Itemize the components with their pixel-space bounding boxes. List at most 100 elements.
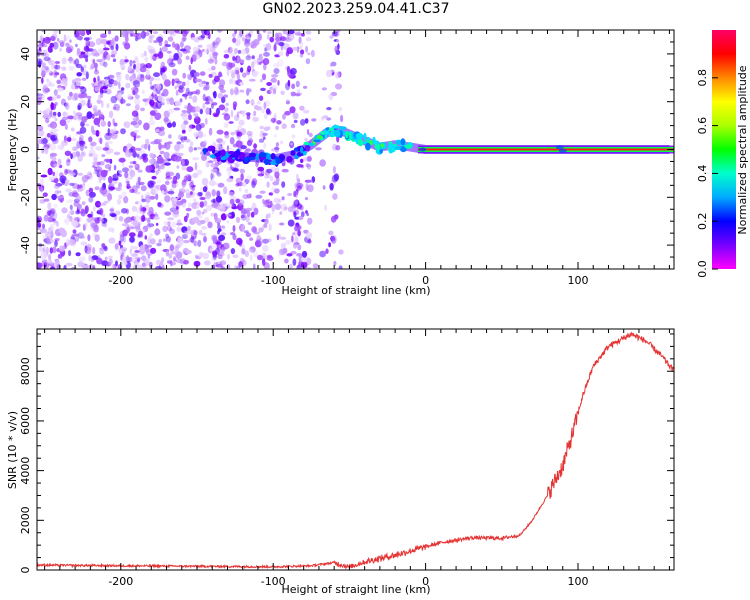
spectrogram-noise-cell [182,179,189,183]
spectrogram-noise-cell [276,120,282,125]
spectrogram-noise-cell [196,209,202,216]
spectrogram-noise-cell [97,207,104,216]
spectrogram-noise-cell [144,245,150,253]
spectrogram-noise-cell [80,86,87,94]
spectrogram-noise-cell [244,188,249,194]
spectrogram-noise-cell [245,99,250,105]
spectrogram-noise-cell [110,54,116,58]
spectrogram-noise-cell [100,33,107,39]
spectrogram-noise-cell [267,34,270,40]
spectrogram-noise-cell [202,93,206,101]
spectrogram-noise-cell [212,236,217,245]
spectrogram-noise-cell [281,123,287,129]
spectrogram-noise-cell [168,134,172,139]
spectrogram-noise-cell [193,198,197,202]
spectrogram-noise-cell [75,63,83,69]
spectrogram-noise-cell [143,122,150,131]
spectrogram-noise-cell [101,100,104,108]
spectrogram-noise-cell [100,119,104,122]
spectrogram-noise-cell [304,118,309,124]
spectrogram-noise-cell [329,35,334,39]
spectrogram-noise-cell [39,35,44,43]
spectrogram-noise-cell [258,95,264,101]
spectrogram-noise-cell [74,78,82,82]
colorbar-tick-label: 0.2 [696,212,709,230]
spectrogram-noise-cell [75,151,81,157]
spectrogram-noise-cell [330,235,336,242]
spectrogram-x-tick-label: -100 [261,274,286,287]
spectrogram-noise-cell [54,238,60,242]
spectrogram-noise-cell [111,50,117,56]
spectrogram-noise-cell [160,164,165,170]
spectrogram-noise-cell [294,32,302,36]
spectrogram-noise-cell [91,113,95,119]
spectrogram-noise-cell [270,117,277,123]
spectrogram-noise-cell [69,39,72,43]
spectrogram-noise-cell [77,203,82,210]
spectrogram-noise-cell [148,119,156,126]
spectrogram-noise-cell [207,58,214,64]
spectrogram-noise-cell [273,134,277,138]
spectrogram-noise-cell [164,162,171,166]
spectrogram-noise-cell [130,33,134,37]
spectrogram-noise-cell [97,124,101,128]
spectrogram-noise-cell [191,186,195,192]
spectrogram-noise-cell [78,54,84,59]
spectrogram-noise-cell [130,30,134,34]
spectrogram-noise-cell [144,143,148,150]
spectrogram-noise-cell [302,157,308,162]
spectrogram-noise-cell [214,57,218,65]
spectrogram-noise-cell [217,224,221,230]
spectrogram-noise-cell [43,198,50,202]
spectrogram-noise-cell [37,217,40,224]
chirp-cell [203,148,207,155]
spectrogram-noise-cell [262,30,267,33]
chirp-cell [227,151,236,155]
spectrogram-noise-cell [250,41,256,46]
spectrogram-noise-cell [179,98,183,103]
chirp-cell [379,149,383,154]
spectrogram-noise-cell [65,158,71,167]
spectrogram-noise-cell [269,87,277,95]
spectrogram-noise-cell [192,157,200,161]
chirp-cell [327,127,335,132]
spectrogram-noise-cell [192,95,198,103]
chirp-cell [300,146,304,154]
spectrogram-noise-cell [201,48,205,52]
spectrogram-noise-cell [101,86,108,90]
spectrogram-noise-cell [68,250,72,257]
spectrogram-noise-cell [326,69,332,78]
spectrogram-noise-cell [226,264,231,269]
spectrogram-noise-cell [96,173,101,178]
spectrogram-noise-cell [77,184,83,189]
spectrogram-noise-cell [84,205,89,214]
spectrogram-noise-cell [158,142,162,151]
spectrogram-noise-cell [125,82,131,89]
spectrogram-noise-cell [76,115,83,122]
spectrogram-noise-cell [301,250,308,258]
spectrogram-noise-cell [133,135,136,142]
spectrogram-noise-cell [99,137,103,145]
spectrogram-noise-cell [300,41,304,48]
spectrogram-noise-cell [157,202,162,207]
spectrogram-noise-cell [106,54,111,61]
spectrogram-noise-cell [329,183,334,191]
spectrogram-noise-cell [39,184,44,192]
spectrogram-noise-cell [77,194,80,198]
spectrogram-noise-cell [79,143,84,152]
spectrogram-noise-cell [74,58,80,66]
spectrogram-noise-cell [300,261,308,269]
spectrogram-noise-cell [335,145,341,151]
spectrogram-noise-cell [201,133,207,138]
spectrogram-noise-cell [212,112,218,117]
spectrogram-noise-cell [45,69,52,74]
spectrogram-noise-cell [121,162,125,167]
spectrogram-noise-cell [42,86,50,94]
spectrogram-noise-cell [232,234,237,241]
spectrogram-noise-cell [139,204,143,213]
spectrogram-noise-cell [94,234,100,242]
spectrogram-noise-cell [181,180,187,186]
spectrogram-noise-cell [48,83,56,88]
spectrogram-noise-cell [218,205,225,210]
spectrogram-noise-cell [214,218,222,224]
